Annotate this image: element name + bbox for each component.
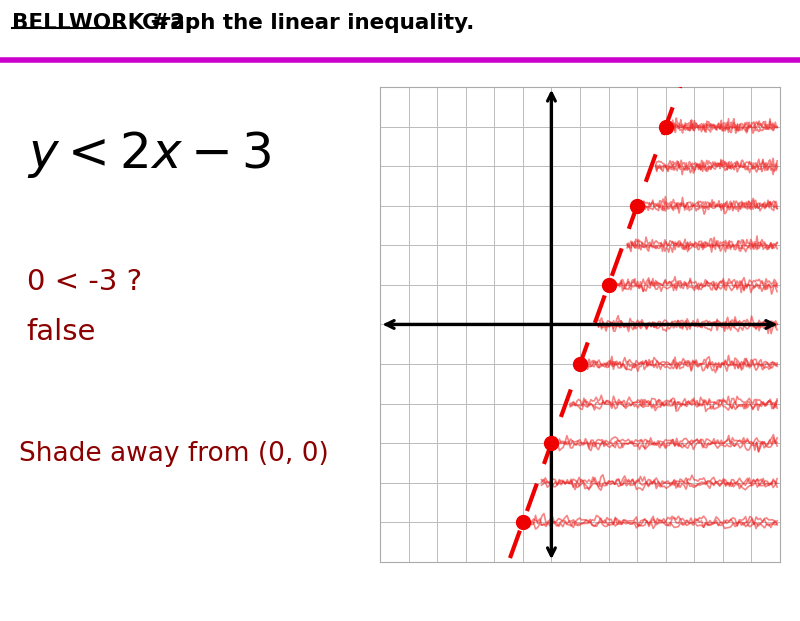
Text: 0 < -3 ?: 0 < -3 ? bbox=[26, 268, 142, 296]
Text: Graph the linear inequality.: Graph the linear inequality. bbox=[127, 13, 474, 33]
Text: Shade away from (0, 0): Shade away from (0, 0) bbox=[19, 442, 329, 467]
Text: false: false bbox=[26, 318, 96, 346]
Text: $y < 2x - 3$: $y < 2x - 3$ bbox=[26, 129, 271, 179]
Text: BELLWORK #2:: BELLWORK #2: bbox=[12, 13, 194, 33]
